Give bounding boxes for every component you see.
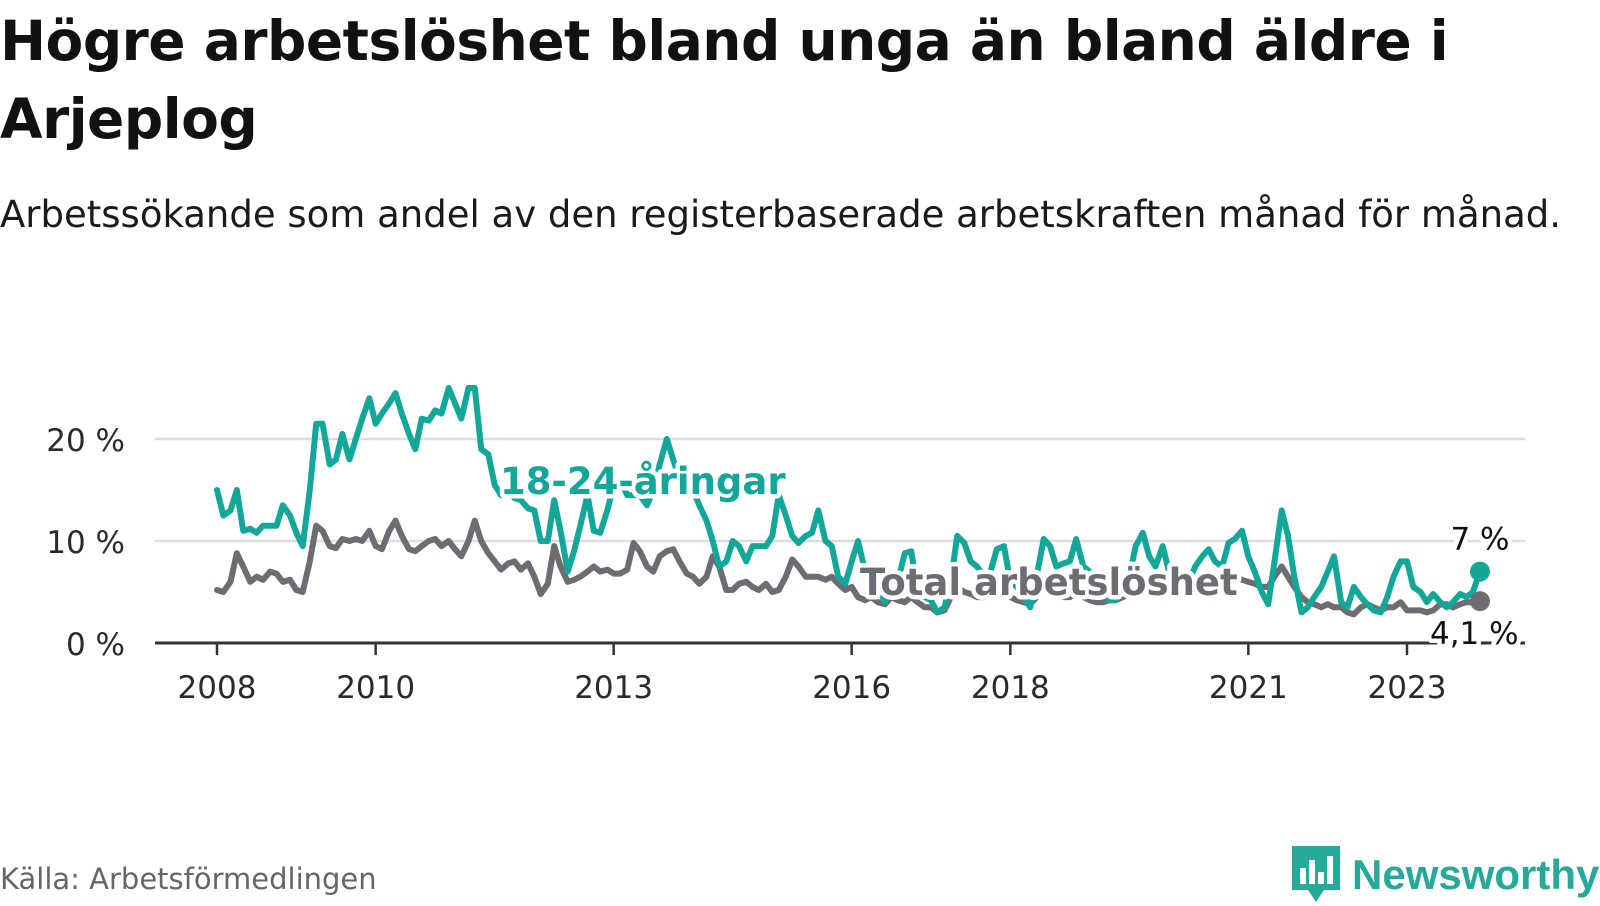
chart-subtitle: Arbetssökande som andel av den registerb… xyxy=(0,193,1561,236)
series-lines xyxy=(214,385,1490,618)
y-tick-label: 20 % xyxy=(46,423,125,459)
source-note: Källa: Arbetsförmedlingen xyxy=(0,862,377,896)
series-labels: 18-24-åringar Total arbetslöshet 7 % 4,1 % xyxy=(496,456,1524,657)
end-value-label-youth: 7 % xyxy=(1450,522,1509,558)
x-tick-label: 2016 xyxy=(812,670,891,706)
newsworthy-logo: Newsworthy xyxy=(1290,844,1599,906)
x-tick-label: 2013 xyxy=(574,670,653,706)
x-tick-label: 2008 xyxy=(178,670,257,706)
axes: 0 % 10 % 20 % 2008 2010 2013 2016 2018 2021 2023 xyxy=(46,423,1525,706)
series-label-youth: 18-24-åringar xyxy=(500,460,786,503)
series-line-youth xyxy=(214,385,1483,616)
y-tick-label: 0 % xyxy=(66,627,125,663)
end-marker-total xyxy=(1469,591,1490,612)
gridlines xyxy=(155,437,1525,543)
end-value-label-total: 4,1 % xyxy=(1430,616,1519,652)
chart-title: Högre arbetslöshet bland unga än bland ä… xyxy=(0,9,1449,151)
x-tick-label: 2010 xyxy=(336,670,415,706)
x-tick-label: 2023 xyxy=(1368,670,1447,706)
newsworthy-logo-icon xyxy=(1292,846,1340,902)
x-tick-label: 2021 xyxy=(1209,670,1288,706)
series-label-total: Total arbetslöshet xyxy=(860,561,1238,604)
y-tick-label: 10 % xyxy=(46,525,125,561)
newsworthy-logo-text: Newsworthy xyxy=(1352,851,1600,898)
end-marker-youth xyxy=(1469,561,1490,582)
x-tick-label: 2018 xyxy=(971,670,1050,706)
